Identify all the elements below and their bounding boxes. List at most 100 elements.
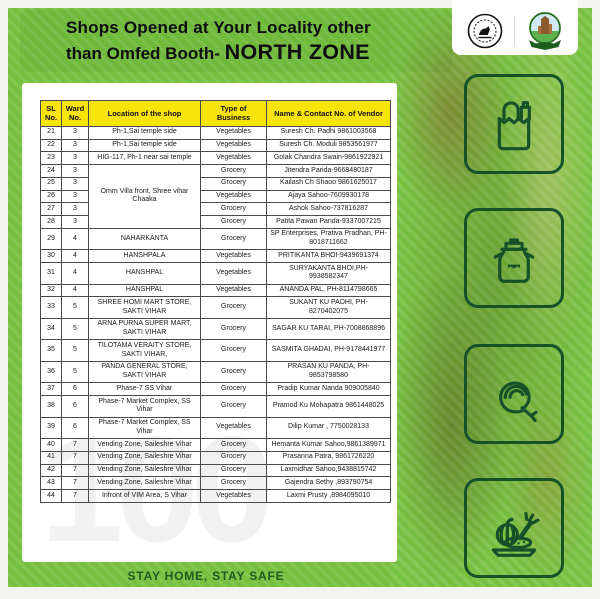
- cell-type: Grocery: [200, 476, 267, 490]
- cell-location: TILOTAMA VERAITY STORE, SAKTI VIHAR,: [88, 339, 201, 362]
- cell-vendor: Pramod Ku Mohapatra 9861448025: [266, 395, 391, 418]
- cell-ward: 3: [61, 176, 89, 191]
- cell-sl: 38: [40, 395, 62, 418]
- cell-vendor: PRITIKANTA BHOI-9439691374: [266, 249, 391, 263]
- cell-type: Grocery: [200, 360, 267, 384]
- cell-location: HANSHPALA: [88, 249, 201, 263]
- cell-ward: 3: [61, 202, 89, 216]
- table-row: 37 6 Phase-7 SS Vihar Grocery Pradip Kumar N…: [40, 382, 391, 396]
- cell-type: Grocery: [200, 438, 267, 452]
- cell-sl: 32: [40, 283, 62, 298]
- cell-ward: 5: [61, 339, 89, 362]
- cell-sl: 35: [40, 339, 62, 362]
- cell-location: Infront of VIM Area, S Vihar: [88, 489, 201, 503]
- grocery-bag-icon: [464, 74, 564, 174]
- table-row: 25 3 Grocery Kailash Ch Shaoo 9861625017: [40, 176, 391, 191]
- cell-type: Grocery: [200, 296, 267, 319]
- table-row: 22 3 Ph-1,Sai temple side Vegetables Suresh …: [40, 138, 391, 153]
- cell-ward: 7: [61, 476, 89, 490]
- cell-sl: 31: [40, 262, 62, 285]
- footer-slogan: STAY HOME, STAY SAFE: [127, 569, 285, 583]
- cell-vendor: Ajaya Sahoo-7609930178: [266, 189, 391, 204]
- table-body: 21 3 Ph-1,Sai temple side Vegetables Suresh …: [40, 125, 391, 503]
- meat-icon: [464, 344, 564, 444]
- cell-vendor: Hemanta Kumar Sahoo,9861389971: [266, 438, 391, 452]
- cell-location: Omm Villa front, Shree vihar Chaaka: [88, 164, 201, 229]
- title-line-1: Shops Opened at Your Locality other: [66, 18, 371, 37]
- cell-ward: 6: [61, 382, 89, 396]
- cell-type: Vegetables: [200, 489, 267, 503]
- cell-sl: 42: [40, 463, 62, 478]
- cell-sl: 41: [40, 450, 62, 465]
- table-head: SL No. Ward No. Location of the shop Type o…: [40, 100, 391, 127]
- cell-ward: 5: [61, 317, 89, 341]
- table-row: 34 5 ARNA PURNA SUPER MART, SAKTI VIHAR Gro…: [40, 317, 391, 341]
- cell-vendor: Gajendra Sethy ,893790754: [266, 476, 391, 490]
- cell-type: Grocery: [200, 339, 267, 362]
- cell-type: Grocery: [200, 215, 267, 229]
- logo-divider: [513, 15, 515, 46]
- cell-ward: 3: [61, 151, 89, 165]
- cell-vendor: SUKANT KU PADHI, PH-8270402075: [266, 296, 391, 319]
- cell-sl: 40: [40, 438, 62, 452]
- cell-location: Ph-1,Sai temple side: [88, 138, 201, 153]
- cell-vendor: SURYAKANTA BHOI,PH-9938582347: [266, 262, 391, 285]
- cell-type: Vegetables: [200, 416, 267, 439]
- table-row: 40 7 Vending Zone, Saileshre Vihar Grocery H…: [40, 438, 391, 452]
- cell-ward: 4: [61, 227, 89, 251]
- cell-sl: 33: [40, 296, 62, 319]
- cell-ward: 7: [61, 450, 89, 465]
- poster-canvas: Shops Opened at Your Locality other than…: [8, 0, 592, 587]
- cell-location: Vending Zone, Saileshre Vihar: [88, 476, 201, 490]
- milk-can-icon: [464, 208, 564, 308]
- cell-location: PANDA GENERAL STORE, SAKTI VIHAR: [88, 360, 201, 384]
- table-row: 21 3 Ph-1,Sai temple side Vegetables Suresh …: [40, 125, 391, 140]
- cell-ward: 7: [61, 463, 89, 478]
- cell-location: ARNA PURNA SUPER MART, SAKTI VIHAR: [88, 317, 201, 341]
- cell-sl: 43: [40, 476, 62, 490]
- cell-ward: 6: [61, 416, 89, 439]
- cell-ward: 7: [61, 438, 89, 452]
- cell-type: Vegetables: [200, 249, 267, 263]
- cell-sl: 23: [40, 151, 62, 165]
- cell-type: Vegetables: [200, 151, 267, 165]
- cell-vendor: Suresh Ch. Moduli 9853561977: [266, 138, 391, 153]
- cell-location: HANSHPAL: [88, 283, 201, 298]
- cell-ward: 7: [61, 489, 89, 503]
- table-row: 24 3 Omm Villa front, Shree vihar Chaaka Gr…: [40, 164, 391, 229]
- table-row: 39 6 Phase-7 Market Complex, SS Vihar Veget…: [40, 416, 391, 439]
- cell-ward: 3: [61, 164, 89, 178]
- cell-type: Grocery: [200, 227, 267, 251]
- cell-vendor: Laxmi Prusty ,8984095010: [266, 489, 391, 503]
- cell-type: Vegetables: [200, 262, 267, 285]
- header-cell: SL No.: [40, 100, 62, 127]
- cell-location: Phase-7 Market Complex, SS Vihar: [88, 416, 201, 439]
- cell-vendor: PRASAN KU PANDA, PH-9853798580: [266, 360, 391, 384]
- cell-type: Vegetables: [200, 189, 267, 204]
- cell-ward: 4: [61, 283, 89, 298]
- municipal-corporation-logo-icon: [528, 11, 561, 50]
- cell-vendor: Golak Chandra Swain-9861922921: [266, 151, 391, 165]
- cell-location: Phase-7 SS Vihar: [88, 382, 201, 396]
- zone-name: NORTH ZONE: [224, 40, 370, 64]
- cell-sl: 34: [40, 317, 62, 341]
- cell-ward: 6: [61, 395, 89, 418]
- cell-vendor: ANANDA PAL, PH-8114798665: [266, 283, 391, 298]
- cell-vendor: Patita Pawan Panda-9337007215: [266, 215, 391, 229]
- header-cell: Ward No.: [61, 100, 89, 127]
- cell-vendor: SP Enterprises, Prativa Pradhan, PH-8018…: [266, 227, 391, 251]
- cell-sl: 26: [40, 189, 62, 204]
- cell-sl: 22: [40, 138, 62, 153]
- cell-vendor: Kailash Ch Shaoo 9861625017: [266, 176, 391, 191]
- table-row: 23 3 HIG-117, Ph-1 near sai temple Vegetabl…: [40, 151, 391, 165]
- cell-type: Grocery: [200, 395, 267, 418]
- cell-sl: 27: [40, 202, 62, 216]
- cell-type: Grocery: [200, 317, 267, 341]
- table-row: 42 7 Vending Zone, Saileshre Vihar Grocery L…: [40, 463, 391, 478]
- logo-box: [452, 0, 578, 55]
- table-row: 31 4 HANSHPAL Vegetables SURYAKANTA BHOI,PH-…: [40, 262, 391, 285]
- table-row: 30 4 HANSHPALA Vegetables PRITIKANTA BHOI-94…: [40, 249, 391, 263]
- header-cell: Name & Contact No. of Vendor: [266, 100, 391, 127]
- shops-table: SL No. Ward No. Location of the shop Type o…: [40, 100, 391, 503]
- table-row: 36 5 PANDA GENERAL STORE, SAKTI VIHAR Groce…: [40, 360, 391, 384]
